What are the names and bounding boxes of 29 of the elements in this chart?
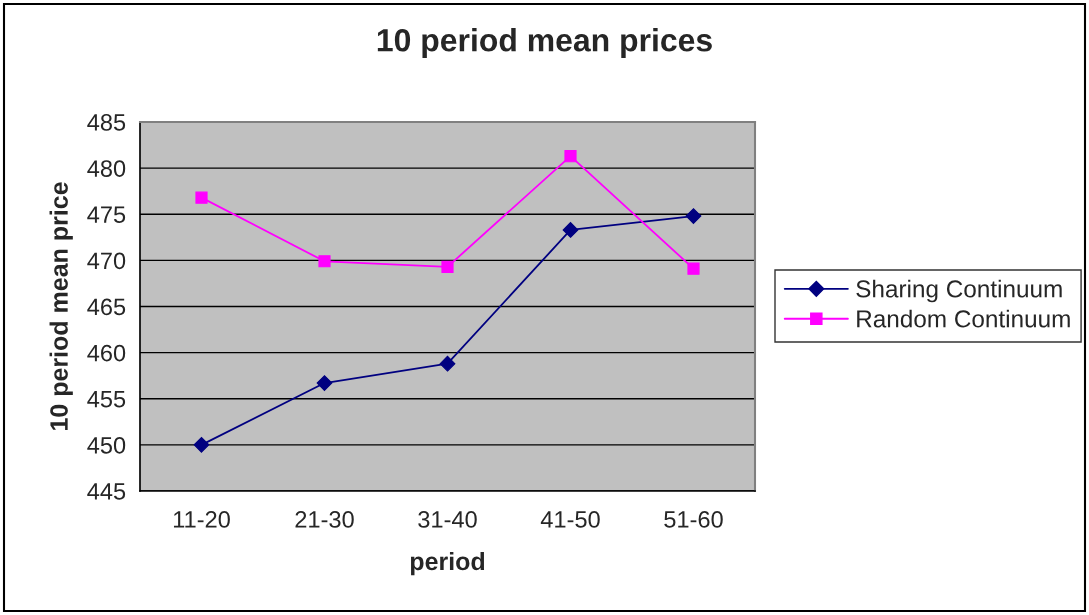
point bbox=[316, 375, 333, 391]
x-tick-label: 41-50 bbox=[540, 511, 600, 528]
y-tick-label: 485 bbox=[87, 114, 126, 131]
point bbox=[687, 262, 700, 275]
x-tick-label: 21-30 bbox=[295, 511, 354, 528]
point bbox=[195, 191, 208, 204]
x-axis-title: period bbox=[410, 551, 485, 576]
y-tick-label: 465 bbox=[87, 298, 126, 316]
point bbox=[685, 208, 702, 224]
y-axis-title: 10 period mean price bbox=[49, 182, 73, 430]
y-tick-label: 455 bbox=[87, 391, 126, 408]
legend-label: Sharing Continuum bbox=[856, 279, 1062, 303]
point bbox=[562, 222, 579, 238]
y-tick-label: 445 bbox=[87, 483, 126, 500]
point bbox=[441, 260, 454, 273]
y-tick-label: 480 bbox=[87, 160, 126, 177]
point bbox=[318, 255, 331, 268]
x-tick-label: 11-20 bbox=[173, 511, 230, 528]
point bbox=[439, 355, 456, 372]
point bbox=[564, 150, 577, 163]
y-tick-label: 475 bbox=[87, 206, 126, 224]
y-tick-label: 470 bbox=[87, 252, 126, 270]
y-tick-label: 450 bbox=[87, 436, 126, 454]
point bbox=[193, 436, 210, 453]
y-tick-label: 460 bbox=[87, 344, 126, 362]
chart-title: 10 period mean prices bbox=[377, 28, 712, 58]
x-tick-label: 51-60 bbox=[664, 511, 723, 528]
legend-label: Random Continuum bbox=[857, 309, 1070, 328]
x-tick-label: 31-40 bbox=[418, 511, 477, 528]
